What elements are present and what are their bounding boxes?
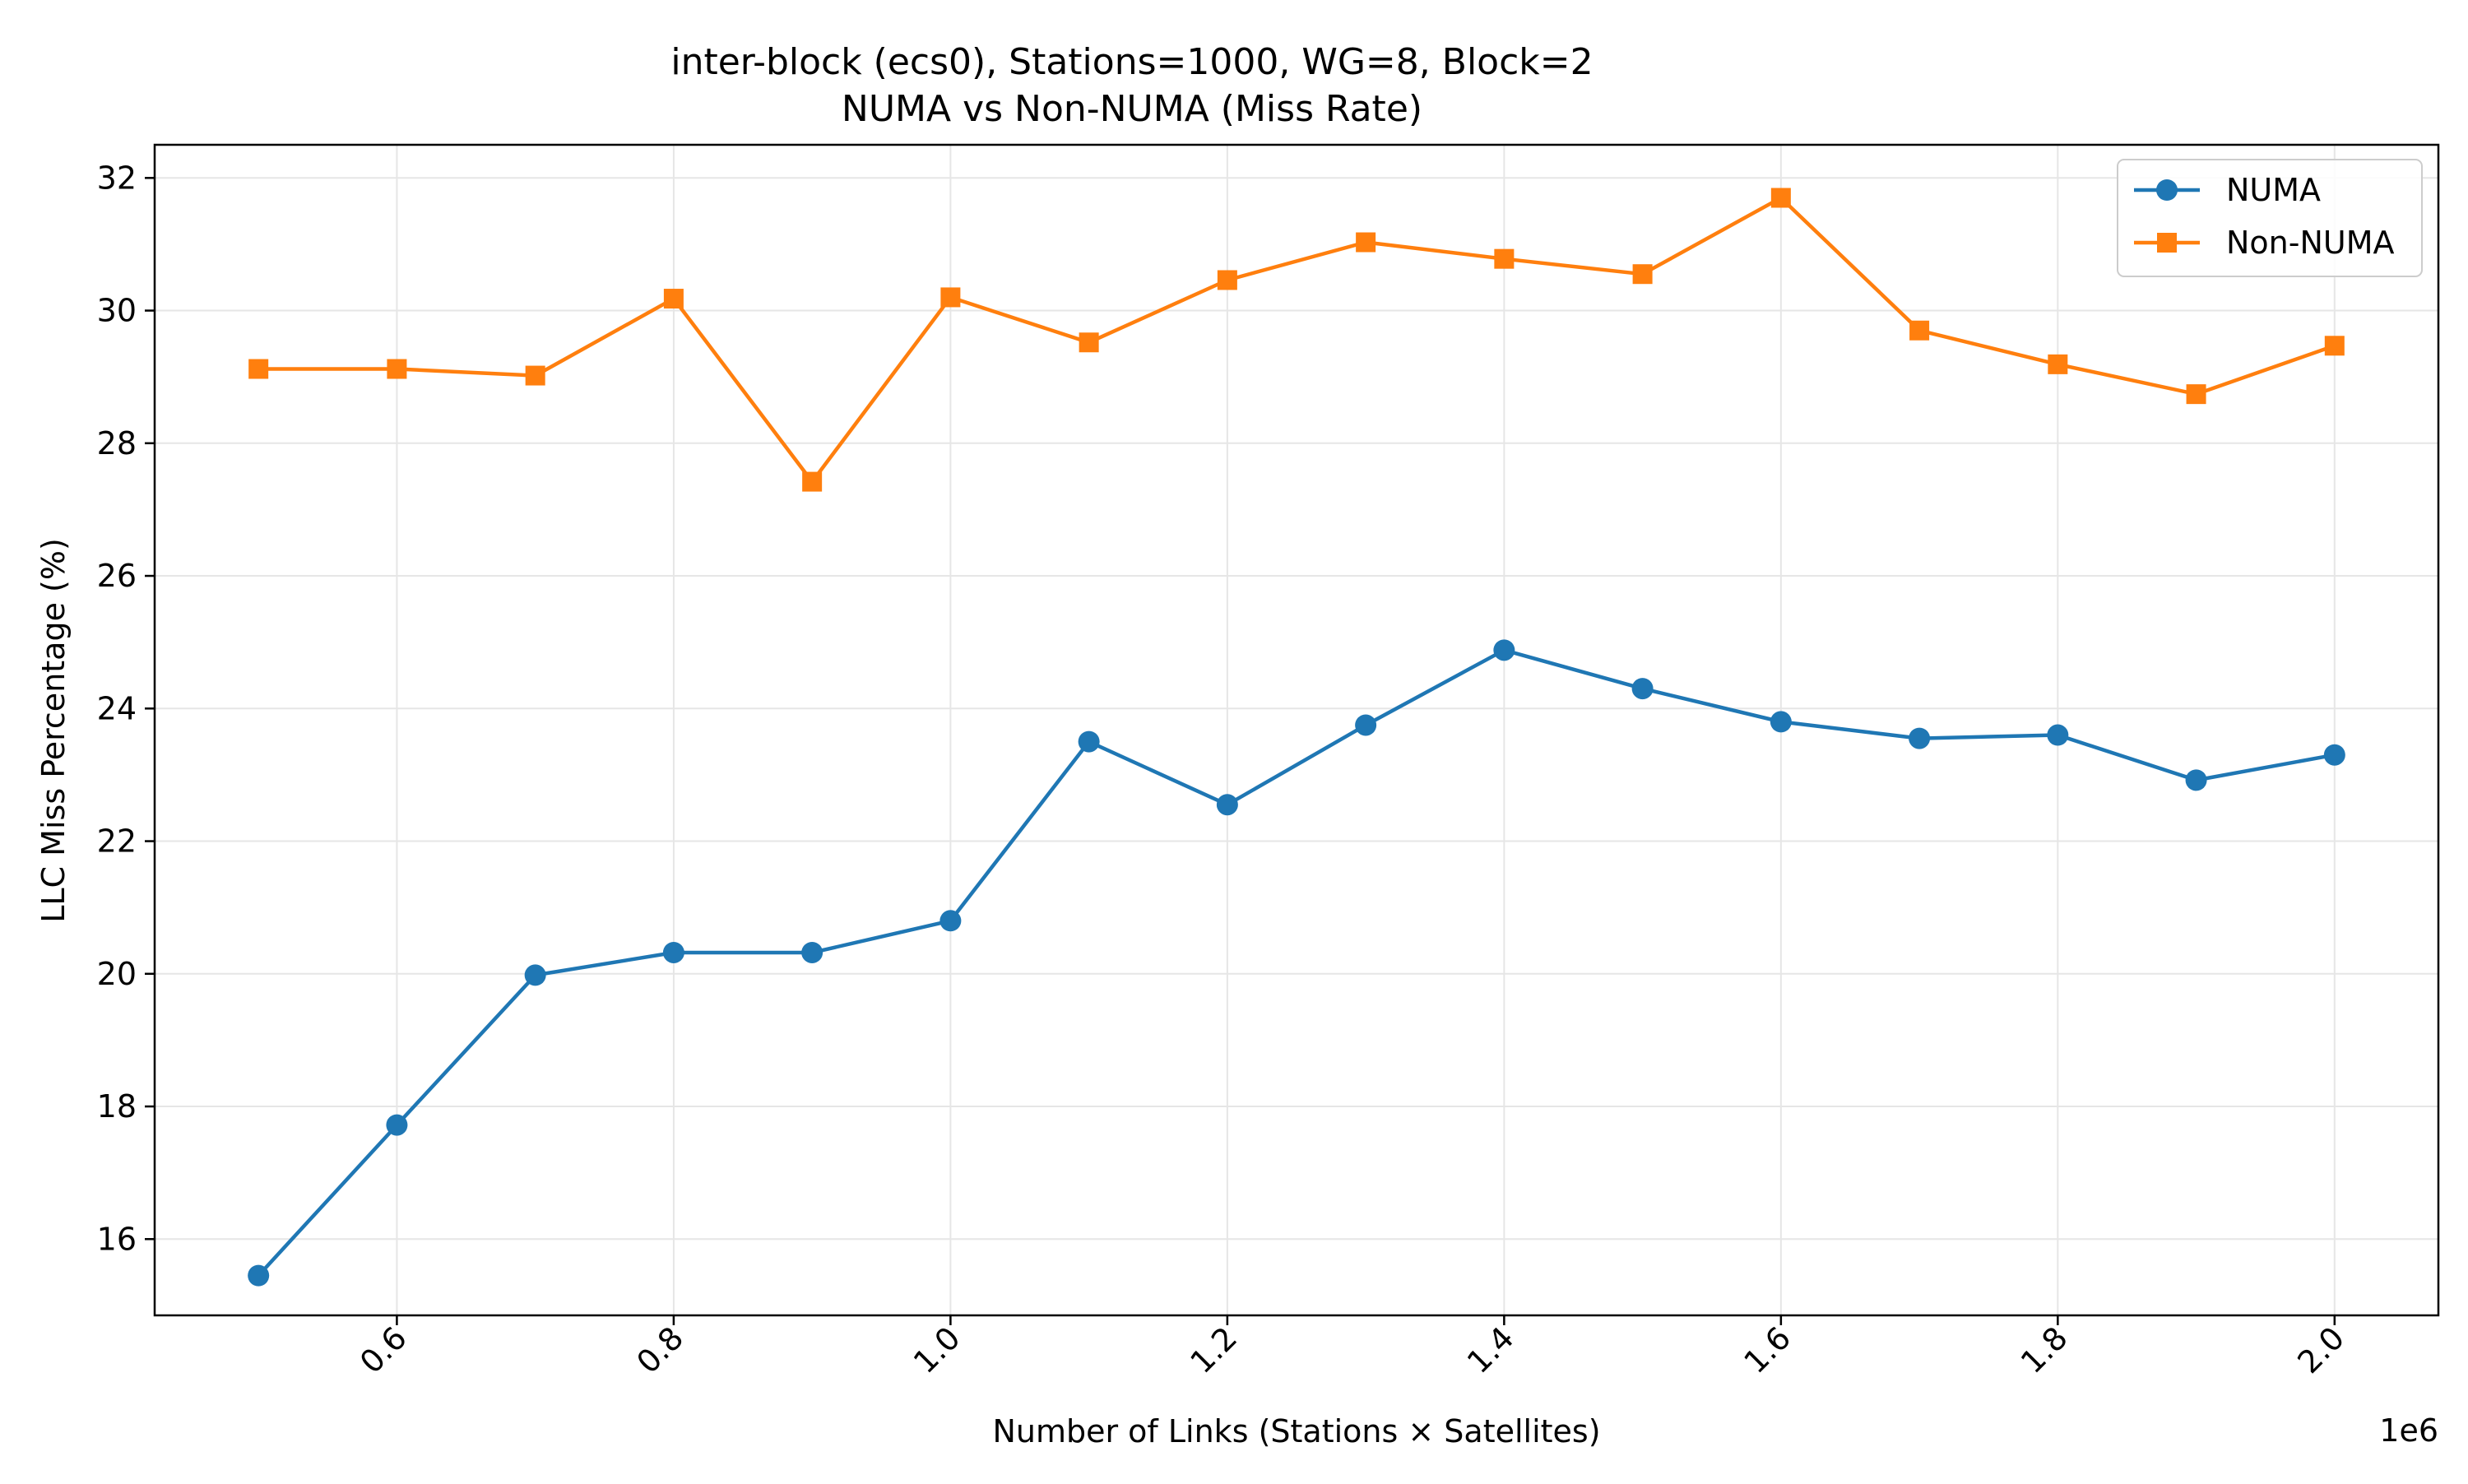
data-point-numa [1631,678,1654,700]
legend-label-numa: NUMA [2226,172,2321,208]
legend-marker-numa [2156,179,2178,201]
y-tick-label: 20 [97,956,137,992]
chart-subtitle: NUMA vs Non-NUMA (Miss Rate) [842,88,1422,130]
y-tick-label: 26 [97,558,137,594]
legend: NUMA Non-NUMA [2117,159,2423,277]
x-axis-label: Number of Links (Stations × Satellites) [992,1413,1600,1449]
plot-area-frame [153,143,2440,1317]
y-axis: 16 18 20 22 24 26 28 30 32 [97,160,155,1257]
data-point-numa [1216,794,1238,816]
data-point-non-numa [2324,336,2345,356]
data-point-numa [2323,744,2345,766]
legend-label-non-numa: Non-NUMA [2226,225,2395,261]
data-point-non-numa [387,359,407,379]
data-point-numa [1493,639,1515,661]
data-point-non-numa [2186,384,2206,405]
x-axis-offset-label: 1e6 [2379,1412,2438,1449]
data-point-non-numa [1217,270,1237,290]
data-point-non-numa [1770,188,1791,208]
data-point-non-numa [248,359,269,379]
data-point-non-numa [1909,320,1930,341]
y-tick-label: 24 [97,690,137,726]
series-group [248,188,2345,1287]
data-point-numa [524,964,546,986]
data-point-numa [1355,714,1377,736]
data-point-numa [1909,727,1931,749]
y-axis-label: LLC Miss Percentage (%) [35,538,72,923]
data-point-numa [248,1264,270,1287]
data-point-numa [1770,711,1792,733]
y-tick-label: 28 [97,425,137,461]
data-point-non-numa [1632,264,1653,285]
data-point-non-numa [1079,332,1099,353]
data-point-non-numa [940,287,961,308]
data-point-numa [1078,730,1100,753]
series-line-numa [257,648,2336,1278]
data-point-numa [939,910,962,932]
data-point-numa [386,1114,408,1136]
data-point-non-numa [525,365,545,386]
data-point-non-numa [802,471,823,492]
y-tick-label: 32 [97,160,137,196]
data-point-numa [801,941,823,963]
legend-marker-non-numa [2157,233,2177,253]
data-point-non-numa [1494,248,1515,269]
data-point-numa [662,941,684,963]
data-point-non-numa [663,289,684,309]
data-point-non-numa [2048,354,2068,374]
data-point-numa [2185,769,2207,791]
y-tick-label: 18 [97,1088,137,1125]
y-tick-label: 16 [97,1221,137,1257]
y-tick-label: 22 [97,823,137,860]
series-line-non-numa [258,196,2336,484]
data-point-numa [2047,724,2069,746]
data-point-non-numa [1356,232,1376,253]
chart-title: inter-block (ecs0), Stations=1000, WG=8,… [670,41,1593,83]
y-tick-label: 30 [97,293,137,329]
